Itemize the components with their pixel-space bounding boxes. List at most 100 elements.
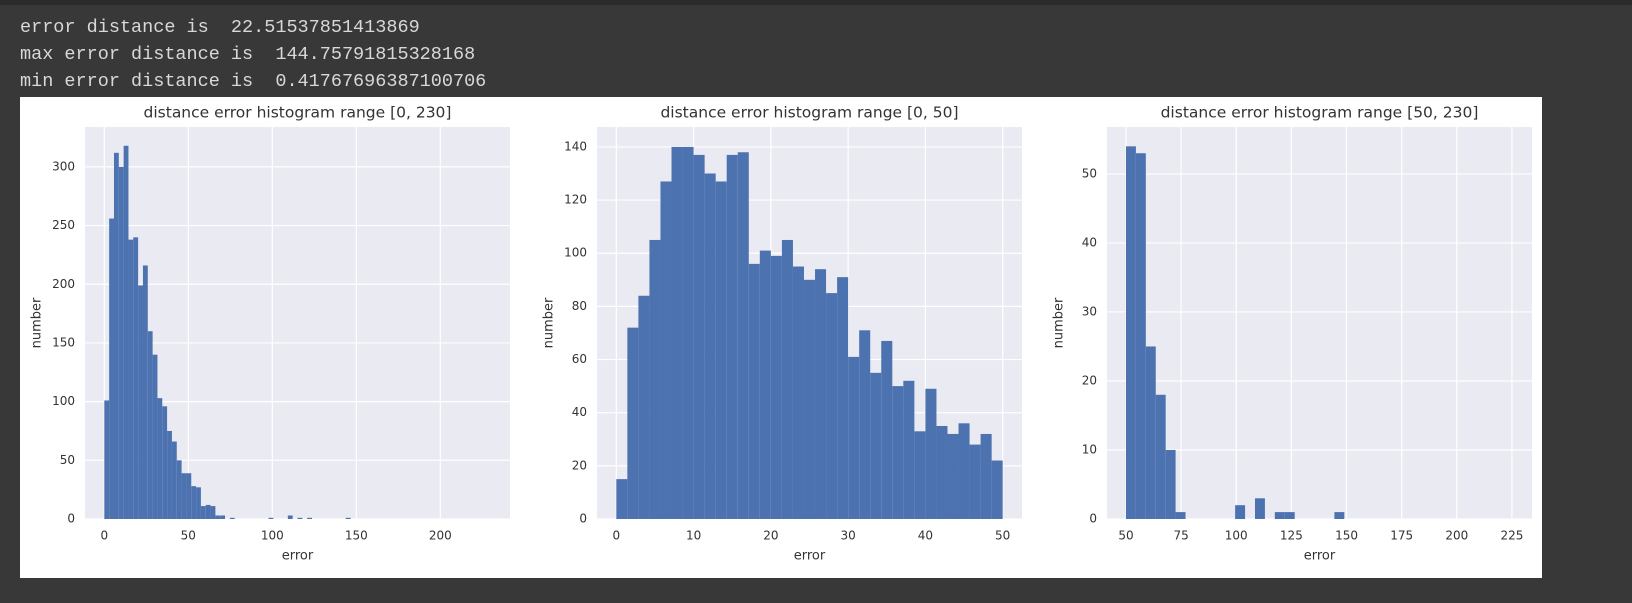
bar bbox=[859, 330, 871, 519]
bar bbox=[870, 372, 882, 519]
y-tick-label: 50 bbox=[1082, 166, 1097, 180]
bar bbox=[1155, 394, 1166, 519]
bar bbox=[307, 517, 312, 519]
bar bbox=[118, 166, 124, 520]
y-axis-label: number bbox=[1052, 297, 1067, 348]
y-tick-label: 0 bbox=[67, 512, 75, 526]
bar bbox=[215, 515, 221, 519]
x-tick-label: 100 bbox=[261, 529, 284, 543]
bar bbox=[715, 181, 727, 519]
bar bbox=[925, 388, 937, 519]
bar bbox=[914, 431, 926, 519]
bar bbox=[848, 356, 860, 519]
bar bbox=[157, 398, 163, 519]
y-tick-label: 150 bbox=[52, 335, 75, 349]
y-tick-label: 200 bbox=[52, 277, 75, 291]
y-tick-label: 60 bbox=[572, 352, 587, 366]
x-tick-label: 30 bbox=[840, 529, 855, 543]
bar bbox=[682, 146, 694, 520]
bar bbox=[1165, 449, 1176, 519]
bar bbox=[969, 444, 981, 519]
bar bbox=[936, 425, 948, 519]
x-axis-label: error bbox=[282, 549, 314, 564]
bar bbox=[748, 263, 760, 519]
bar bbox=[815, 269, 827, 519]
bar bbox=[803, 279, 816, 519]
bar bbox=[104, 400, 110, 519]
x-tick-label: 40 bbox=[918, 529, 933, 543]
bar bbox=[191, 486, 197, 519]
y-tick-label: 50 bbox=[60, 453, 75, 467]
y-tick-label: 120 bbox=[564, 193, 587, 207]
y-tick-label: 40 bbox=[1082, 235, 1097, 249]
bar bbox=[616, 479, 628, 519]
y-tick-label: 300 bbox=[52, 159, 75, 173]
plot-area bbox=[1107, 127, 1532, 519]
bar bbox=[200, 506, 206, 519]
bar bbox=[287, 515, 293, 519]
bar bbox=[826, 293, 838, 519]
bar bbox=[133, 237, 139, 519]
y-tick-label: 10 bbox=[1082, 442, 1097, 456]
y-tick-label: 250 bbox=[52, 218, 75, 232]
x-tick-label: 0 bbox=[612, 529, 620, 543]
bar bbox=[991, 460, 1003, 519]
bar bbox=[627, 327, 639, 519]
bar bbox=[770, 255, 782, 520]
chart-title: distance error histogram range [50, 230] bbox=[1161, 104, 1479, 122]
bar bbox=[660, 181, 672, 519]
y-tick-label: 20 bbox=[572, 458, 587, 472]
bar bbox=[726, 154, 738, 519]
bar bbox=[171, 441, 177, 519]
bar bbox=[176, 460, 182, 519]
bar bbox=[345, 517, 351, 519]
x-tick-label: 0 bbox=[100, 529, 108, 543]
bar bbox=[958, 423, 970, 519]
x-tick-label: 150 bbox=[345, 529, 368, 543]
bar bbox=[152, 354, 158, 519]
x-tick-label: 50 bbox=[995, 529, 1010, 543]
y-tick-label: 0 bbox=[579, 512, 587, 526]
bar bbox=[162, 406, 168, 519]
bar bbox=[1135, 153, 1146, 520]
bar bbox=[980, 433, 992, 519]
x-tick-label: 200 bbox=[429, 529, 452, 543]
chart-title: distance error histogram range [0, 50] bbox=[660, 104, 958, 122]
x-tick-label: 125 bbox=[1280, 529, 1303, 543]
y-tick-label: 30 bbox=[1082, 304, 1097, 318]
bar bbox=[196, 487, 201, 519]
bar bbox=[186, 473, 192, 519]
y-tick-label: 100 bbox=[52, 394, 75, 408]
bar bbox=[837, 277, 849, 519]
y-tick-label: 140 bbox=[564, 139, 587, 153]
bar bbox=[128, 239, 134, 519]
x-tick-label: 10 bbox=[686, 529, 701, 543]
x-tick-label: 20 bbox=[763, 529, 778, 543]
bar bbox=[1235, 505, 1246, 519]
bar bbox=[229, 517, 235, 519]
bar bbox=[181, 473, 187, 519]
bar bbox=[1145, 346, 1156, 519]
y-tick-label: 0 bbox=[1089, 512, 1097, 526]
y-tick-label: 100 bbox=[564, 246, 587, 260]
x-tick-label: 150 bbox=[1335, 529, 1358, 543]
bar bbox=[638, 295, 650, 519]
bar bbox=[781, 239, 793, 519]
x-axis-label: error bbox=[1304, 549, 1336, 564]
output-line: error distance is 22.51537851413869 bbox=[20, 17, 420, 38]
bar bbox=[649, 239, 661, 519]
y-tick-label: 20 bbox=[1082, 373, 1097, 387]
x-tick-label: 200 bbox=[1445, 529, 1468, 543]
bar bbox=[792, 266, 804, 519]
x-tick-label: 225 bbox=[1500, 529, 1523, 543]
top-bar bbox=[0, 0, 1632, 5]
x-tick-label: 50 bbox=[181, 529, 196, 543]
bar bbox=[113, 152, 119, 519]
y-axis-label: number bbox=[542, 297, 557, 348]
y-tick-label: 40 bbox=[572, 405, 587, 419]
bar bbox=[759, 250, 771, 520]
bar bbox=[123, 145, 129, 519]
bar bbox=[142, 265, 148, 519]
